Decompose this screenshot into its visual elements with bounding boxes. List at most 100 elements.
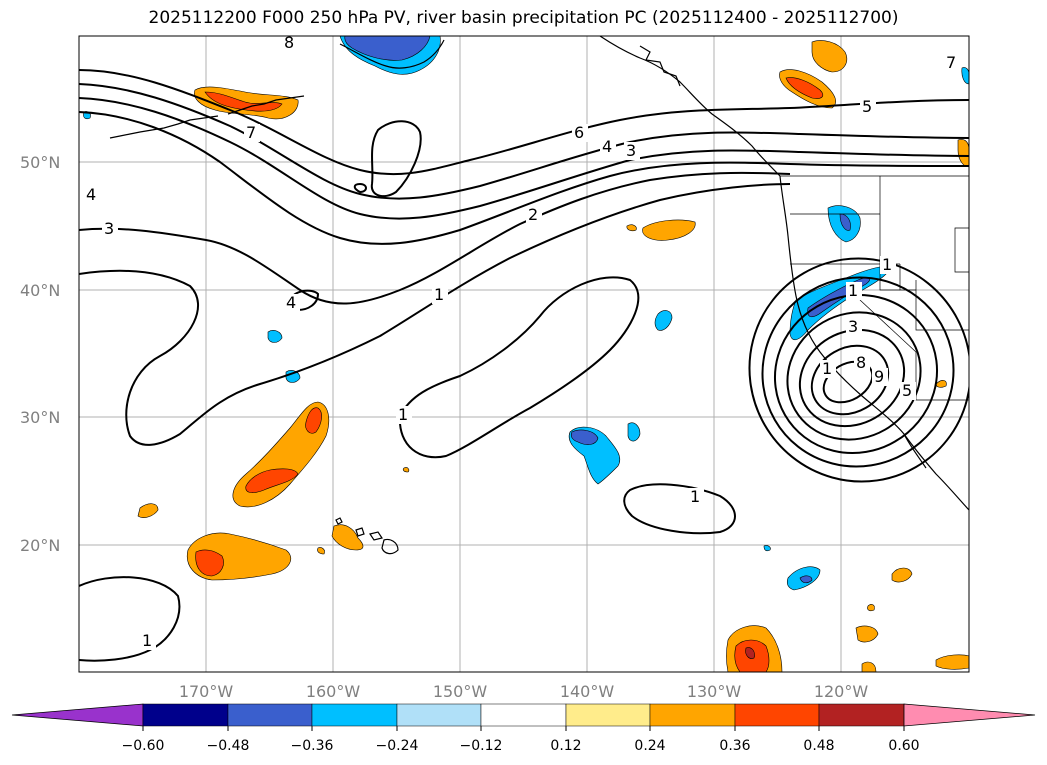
colorbar-ticks xyxy=(142,726,905,731)
colorbar-seg xyxy=(480,703,567,727)
colorbar-seg xyxy=(227,703,313,727)
contour-label: 7 xyxy=(246,123,256,142)
gridlines xyxy=(79,36,969,672)
contour-labels: 8 7 7 6 5 4 4 3 3 2 1 1 1 1 xyxy=(84,33,960,650)
colorbar-extend-max xyxy=(903,703,1036,727)
precip-sw-orange-small xyxy=(137,503,159,518)
precip-central-red-bottom xyxy=(245,468,299,493)
contour-small-loop-1 xyxy=(353,182,367,194)
contour-label: 1 xyxy=(398,405,408,424)
precip-se-orange-6 xyxy=(935,654,969,670)
contour-label: 8 xyxy=(284,33,294,52)
contour-label: 3 xyxy=(104,219,114,238)
precip-ne-red xyxy=(785,77,824,99)
precip-wa-blue-dark xyxy=(839,213,851,231)
contour-label: 4 xyxy=(86,185,96,204)
contour-label: 8 xyxy=(856,353,866,372)
colorbar-tick-label: −0.60 xyxy=(122,738,165,754)
coast-hawaii-2 xyxy=(355,527,365,537)
contour-label: 7 xyxy=(946,53,956,72)
border-nv-top xyxy=(899,264,916,291)
contour-label: 5 xyxy=(902,381,912,400)
lon-label: 140°W xyxy=(560,682,615,701)
colorbar-tick-label: −0.36 xyxy=(291,738,334,754)
precip-blue-spot-4 xyxy=(627,422,641,442)
colorbar-tick-label: 0.60 xyxy=(888,738,919,754)
colorbar-tick-label: −0.24 xyxy=(376,738,419,754)
colorbar-tick-label: 0.48 xyxy=(803,738,834,754)
precip-central-red-top xyxy=(305,407,322,434)
contour-label: 1 xyxy=(434,285,444,304)
precip-alaska-blue xyxy=(344,36,431,61)
coast-aleutians-east xyxy=(227,95,305,115)
precip-sw-red xyxy=(195,549,224,577)
precip-mid-orange xyxy=(642,219,696,241)
precip-se-orange-2 xyxy=(855,625,879,643)
contour-label: 4 xyxy=(602,137,612,156)
contour-5 xyxy=(79,69,969,176)
lon-label: 130°W xyxy=(687,682,742,701)
precip-se-darkred xyxy=(745,647,755,659)
contour-2 xyxy=(79,111,969,245)
colorbar: −0.60 −0.48 −0.36 −0.24 −0.12 0.12 0.24 … xyxy=(11,703,1036,754)
coast-hawaii-1 xyxy=(335,517,343,525)
contour-cutoff-1 xyxy=(748,257,969,483)
chart-title: 2025112200 F000 250 hPa PV, river basin … xyxy=(148,8,899,28)
precip-blue-spot-5-dark xyxy=(799,575,813,584)
contour-1-sw xyxy=(79,576,181,662)
lon-label: 120°W xyxy=(814,682,869,701)
contour-1-lower xyxy=(79,183,791,446)
precip-blue-spot-1 xyxy=(267,330,283,343)
coast-alaska-bc xyxy=(599,36,781,177)
colorbar-seg xyxy=(565,703,651,727)
precip-tiny-orange xyxy=(402,467,410,473)
colorbar-seg xyxy=(649,703,736,727)
colorbar-tick-label: −0.48 xyxy=(207,738,250,754)
contour-cutoff-3 xyxy=(773,293,939,455)
contour-1-upper xyxy=(79,171,791,305)
contour-cutoff-6 xyxy=(810,344,890,416)
contour-label: 4 xyxy=(286,293,296,312)
contour-cutoff-5 xyxy=(798,328,906,428)
precip-blue-central-dark xyxy=(570,429,599,445)
lon-label: 170°W xyxy=(179,682,234,701)
colorbar-tick-label: 0.36 xyxy=(719,738,750,754)
contour-bulge-north xyxy=(370,120,422,198)
precip-sw-us-orange xyxy=(935,380,947,388)
contour-label: 1 xyxy=(142,631,152,650)
lon-label: 150°W xyxy=(433,682,488,701)
precip-aleutian-red xyxy=(204,91,283,112)
coast-hawaii-big xyxy=(381,538,399,555)
lat-label: 50°N xyxy=(20,153,60,172)
contour-label: 1 xyxy=(690,487,700,506)
coast-alaska-peninsula xyxy=(339,39,445,69)
lat-label: 30°N xyxy=(20,408,60,427)
precip-se-orange-3 xyxy=(891,567,913,583)
contour-label: 1 xyxy=(882,255,892,274)
contour-label: 9 xyxy=(874,367,884,386)
precip-ne-blue-edge xyxy=(961,67,969,85)
colorbar-tick-label: 0.12 xyxy=(550,738,581,754)
border-ut-corner xyxy=(954,227,969,273)
coast-baja xyxy=(903,433,927,469)
contour-label: 2 xyxy=(528,205,538,224)
lon-label: 160°W xyxy=(306,682,361,701)
pv-contours xyxy=(79,69,969,662)
border-ca-nv xyxy=(859,299,917,353)
precip-se-orange-4 xyxy=(867,604,875,612)
contour-label: 3 xyxy=(626,141,636,160)
colorbar-seg xyxy=(734,703,820,727)
contour-label: 1 xyxy=(822,359,832,378)
contour-1-closed-south xyxy=(623,483,736,535)
contour-label: 1 xyxy=(848,281,858,300)
precip-hawaii-orange xyxy=(331,524,364,551)
lat-labels: 50°N 40°N 30°N 20°N xyxy=(20,153,60,555)
coastlines xyxy=(109,36,969,555)
border-id-nv xyxy=(879,214,900,291)
map-border xyxy=(78,35,970,673)
colorbar-seg xyxy=(311,703,398,727)
precip-fills xyxy=(83,36,969,672)
contour-3 xyxy=(79,97,969,220)
coast-hawaii-3 xyxy=(369,531,383,541)
